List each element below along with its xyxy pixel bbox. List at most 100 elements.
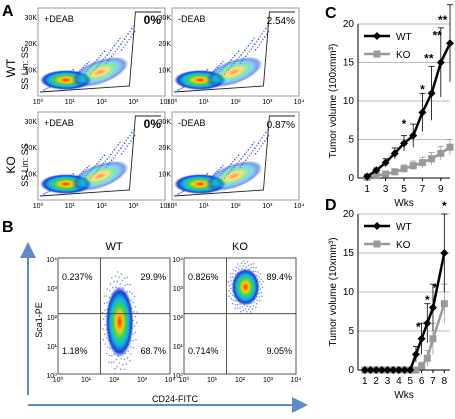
y-axis-label: Tumor volume (100xmm³): [328, 44, 339, 159]
x-tick-label: 9: [438, 184, 444, 195]
event-dot: [249, 42, 251, 45]
event-dot: [248, 154, 251, 157]
event-dot: [110, 354, 113, 357]
data-point: [423, 319, 432, 328]
x-tick-label: 10³: [263, 377, 274, 384]
y-tick-label: 15: [343, 58, 355, 69]
data-point: [363, 172, 372, 181]
density-tail: [71, 56, 129, 88]
event-dot: [180, 191, 183, 193]
data-point: [400, 165, 408, 173]
event-dot: [116, 48, 118, 50]
event-dot: [232, 269, 235, 271]
event-dot: [125, 35, 128, 38]
treatment-label: -DEAB: [178, 118, 206, 128]
event-dot: [108, 51, 110, 54]
event-dot: [134, 315, 137, 318]
event-dot: [109, 283, 112, 285]
event-dot: [177, 89, 179, 91]
y-tick-label: 10¹: [173, 344, 184, 351]
event-dot: [121, 363, 124, 366]
event-dot: [124, 148, 127, 150]
significance-marker: **: [432, 29, 442, 43]
event-dot: [252, 45, 254, 48]
x-tick-label: 10³: [128, 203, 139, 210]
data-point: [440, 249, 449, 257]
x-tick-label: 10⁴: [160, 203, 171, 210]
data-point: [409, 131, 418, 140]
event-dot: [133, 295, 136, 298]
data-point: [372, 172, 380, 180]
event-dot: [101, 156, 104, 159]
event-dot: [113, 361, 115, 363]
event-dot: [106, 295, 108, 297]
event-dot: [233, 158, 236, 161]
event-dot: [261, 137, 263, 139]
x-tick-label: 5: [407, 376, 413, 387]
event-dot: [104, 160, 107, 162]
event-dot: [104, 56, 107, 58]
event-dot: [111, 47, 114, 49]
treatment-label: +DEAB: [44, 14, 74, 24]
data-point: [411, 350, 420, 359]
event-dot: [99, 158, 102, 161]
quadrant-tl-percent: 0.237%: [62, 272, 93, 282]
event-dot: [246, 53, 249, 55]
x-tick-label: 10⁰: [53, 376, 64, 384]
event-dot: [120, 49, 123, 51]
legend-marker: [373, 32, 381, 40]
y-tick-label: 20K: [25, 145, 38, 152]
treatment-label: -DEAB: [178, 14, 206, 24]
event-dot: [117, 144, 119, 146]
event-dot: [246, 261, 249, 263]
flow-plot: -DEAB 2.54% 30K 20K 10K 10⁰ 10¹ 10² 10³ 10⁴: [159, 7, 304, 106]
legend-label: WT: [396, 222, 412, 233]
data-point: [360, 366, 369, 374]
event-dot: [231, 302, 234, 305]
data-point: [372, 166, 381, 175]
x-tick-label: 10⁰: [33, 98, 44, 106]
gate-outline: [39, 115, 161, 197]
event-dot: [120, 357, 122, 360]
data-point: [418, 159, 426, 167]
row-label-wt: WT: [4, 58, 18, 77]
event-dot: [117, 40, 119, 42]
significance-marker: *: [433, 281, 438, 295]
data-point: [382, 170, 390, 178]
x-tick-label: 10¹: [199, 203, 210, 210]
event-dot: [244, 55, 247, 57]
event-dot: [86, 62, 88, 65]
event-dot: [180, 87, 183, 89]
event-dot: [238, 56, 241, 58]
treatment-label: +DEAB: [44, 118, 74, 128]
event-dot: [240, 54, 242, 56]
event-dot: [246, 311, 248, 313]
event-dot: [206, 173, 209, 175]
event-dot: [244, 49, 246, 52]
event-dot: [119, 283, 122, 285]
x-tick-label: 10⁴: [291, 377, 302, 384]
event-dot: [256, 150, 259, 153]
event-dot: [101, 311, 104, 314]
data-point: [383, 366, 392, 374]
data-point: [440, 300, 448, 308]
legend-marker: [373, 222, 381, 230]
event-dot: [131, 137, 134, 140]
event-dot: [125, 363, 128, 365]
event-dot: [115, 146, 117, 149]
significance-marker: *: [425, 293, 430, 307]
event-dot: [246, 157, 249, 159]
event-dot: [265, 27, 267, 30]
y-axis-label-top: SS Lin: SS: [20, 46, 30, 90]
event-dot: [110, 362, 113, 364]
event-dot: [106, 346, 109, 348]
event-dot: [263, 30, 265, 33]
event-dot: [258, 299, 261, 302]
event-dot: [88, 165, 90, 167]
event-dot: [132, 347, 135, 349]
y-tick-label: 10K: [25, 67, 38, 74]
x-tick-label: 10³: [262, 203, 273, 210]
event-dot: [260, 291, 263, 294]
